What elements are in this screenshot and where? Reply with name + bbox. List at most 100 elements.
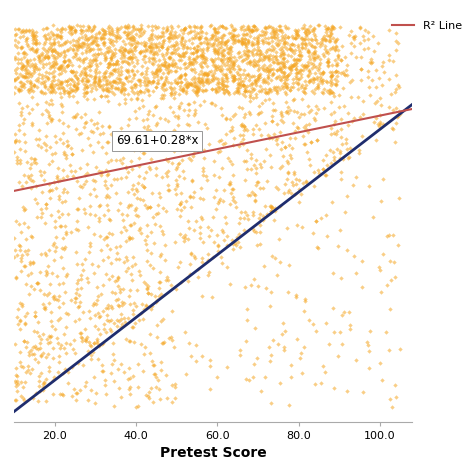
Point — [82, 255, 89, 263]
Point — [141, 73, 148, 81]
Point — [100, 50, 108, 57]
Point — [90, 75, 98, 82]
Point — [72, 290, 80, 297]
Point — [160, 80, 167, 87]
Point — [286, 64, 293, 71]
Point — [128, 55, 136, 62]
Point — [165, 335, 173, 342]
Point — [39, 380, 46, 388]
Point — [204, 80, 211, 87]
Point — [241, 87, 249, 95]
Point — [264, 132, 272, 139]
Point — [164, 167, 172, 175]
Point — [207, 22, 214, 29]
Point — [82, 118, 90, 126]
Point — [100, 325, 108, 333]
Point — [336, 104, 343, 111]
Point — [129, 181, 137, 189]
Point — [367, 55, 375, 63]
Point — [292, 32, 300, 39]
Point — [159, 37, 166, 45]
Point — [97, 290, 104, 298]
Point — [204, 43, 212, 51]
Point — [240, 214, 247, 222]
Point — [104, 304, 112, 312]
Point — [107, 156, 115, 164]
Point — [155, 62, 162, 69]
Point — [42, 53, 49, 61]
Point — [278, 138, 286, 146]
Point — [150, 41, 157, 48]
Point — [321, 36, 329, 43]
Point — [334, 243, 342, 250]
Point — [349, 182, 357, 189]
Point — [246, 33, 254, 40]
Point — [129, 23, 137, 30]
Point — [149, 55, 156, 63]
Point — [94, 46, 102, 53]
Point — [20, 171, 27, 179]
Point — [52, 57, 59, 65]
Point — [114, 85, 122, 93]
Point — [215, 87, 222, 94]
Point — [82, 27, 90, 34]
Point — [19, 26, 27, 34]
Point — [17, 78, 24, 86]
Point — [27, 282, 35, 290]
Point — [281, 190, 288, 197]
Point — [305, 59, 312, 66]
Point — [306, 76, 314, 84]
Point — [264, 90, 272, 97]
Point — [319, 76, 327, 83]
Point — [202, 86, 210, 94]
Point — [319, 68, 327, 76]
Point — [251, 196, 259, 204]
Point — [163, 48, 170, 56]
Point — [300, 88, 307, 95]
Point — [291, 34, 299, 42]
Point — [68, 24, 75, 31]
Point — [259, 39, 266, 46]
Point — [197, 223, 204, 230]
Point — [267, 46, 274, 54]
Point — [69, 23, 76, 31]
Point — [53, 244, 60, 251]
Point — [106, 229, 113, 237]
Point — [44, 31, 52, 38]
Point — [336, 150, 344, 157]
Point — [124, 315, 132, 322]
Point — [323, 232, 330, 240]
Point — [31, 308, 39, 315]
Point — [100, 368, 107, 375]
Point — [300, 140, 308, 147]
Point — [184, 64, 191, 71]
Point — [58, 222, 65, 230]
Point — [80, 64, 88, 72]
Point — [106, 317, 113, 325]
Point — [50, 179, 57, 186]
Point — [213, 47, 220, 55]
Point — [133, 38, 141, 46]
Point — [120, 223, 128, 230]
Point — [245, 71, 252, 79]
Point — [11, 76, 19, 83]
Point — [25, 85, 33, 92]
Point — [270, 45, 278, 52]
Point — [75, 43, 82, 50]
Point — [252, 169, 260, 176]
Point — [81, 70, 89, 77]
Point — [128, 88, 136, 95]
Point — [255, 64, 263, 72]
Point — [60, 48, 68, 55]
Point — [18, 302, 26, 310]
Point — [263, 46, 271, 54]
Point — [13, 274, 20, 282]
Point — [293, 28, 301, 36]
Point — [208, 32, 216, 39]
Point — [269, 336, 276, 344]
Point — [29, 87, 36, 95]
Point — [196, 86, 203, 93]
Point — [177, 26, 184, 34]
Point — [106, 38, 114, 46]
Point — [129, 323, 137, 331]
